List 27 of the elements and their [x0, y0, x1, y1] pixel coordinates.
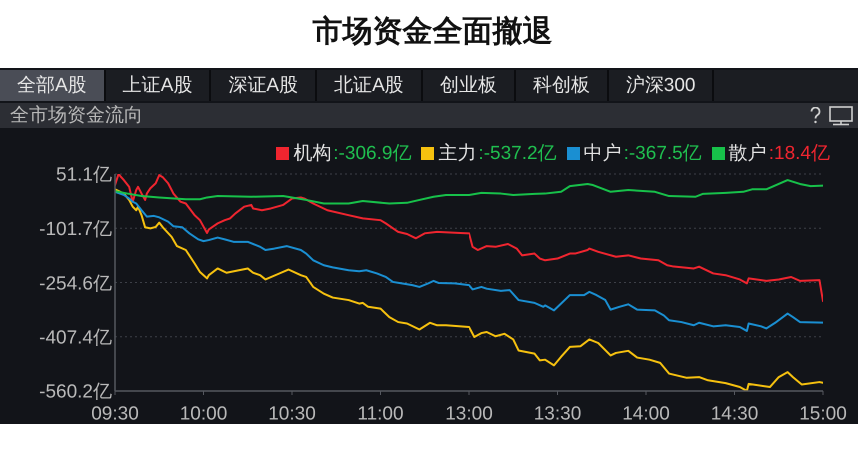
y-tick-label: -254.6亿 [39, 273, 112, 294]
x-tick-label: 09:30 [91, 403, 139, 424]
tab: 全部A股 [0, 70, 106, 101]
y-tick-label: -101.7亿 [39, 218, 112, 240]
x-tick-label: 10:00 [180, 403, 228, 424]
y-tick-label: -407.4亿 [39, 328, 112, 349]
chart-title: 市场资金全面撤退 [312, 15, 552, 48]
x-tick-label: 10:30 [268, 403, 316, 424]
x-tick-label: 11:00 [357, 403, 404, 424]
chart-subtitle: 全市场资金流向 [10, 104, 143, 128]
legend-label: 散户:18.4亿 [728, 142, 830, 166]
tab: 深证A股 [211, 70, 318, 101]
y-tick-label: -560.2亿 [39, 382, 112, 403]
y-tick-label: 51.1亿 [56, 164, 112, 186]
legend-label: 主力:-537.2亿 [438, 142, 557, 166]
x-tick-label: 14:30 [710, 403, 758, 424]
tab: 上证A股 [106, 70, 212, 101]
tab: 创业板 [422, 70, 516, 101]
tab: 沪深300 [608, 70, 714, 101]
x-tick-label: 13:30 [534, 403, 582, 424]
tab: 科创板 [516, 70, 609, 101]
legend-label: 机构:-306.9亿 [293, 142, 412, 166]
legend-label: 中户:-367.5亿 [584, 142, 702, 166]
tab: 北证A股 [317, 70, 423, 101]
x-tick-label: 13:00 [445, 403, 493, 424]
x-tick-label: 15:00 [799, 403, 847, 424]
x-tick-label: 14:00 [622, 403, 670, 424]
